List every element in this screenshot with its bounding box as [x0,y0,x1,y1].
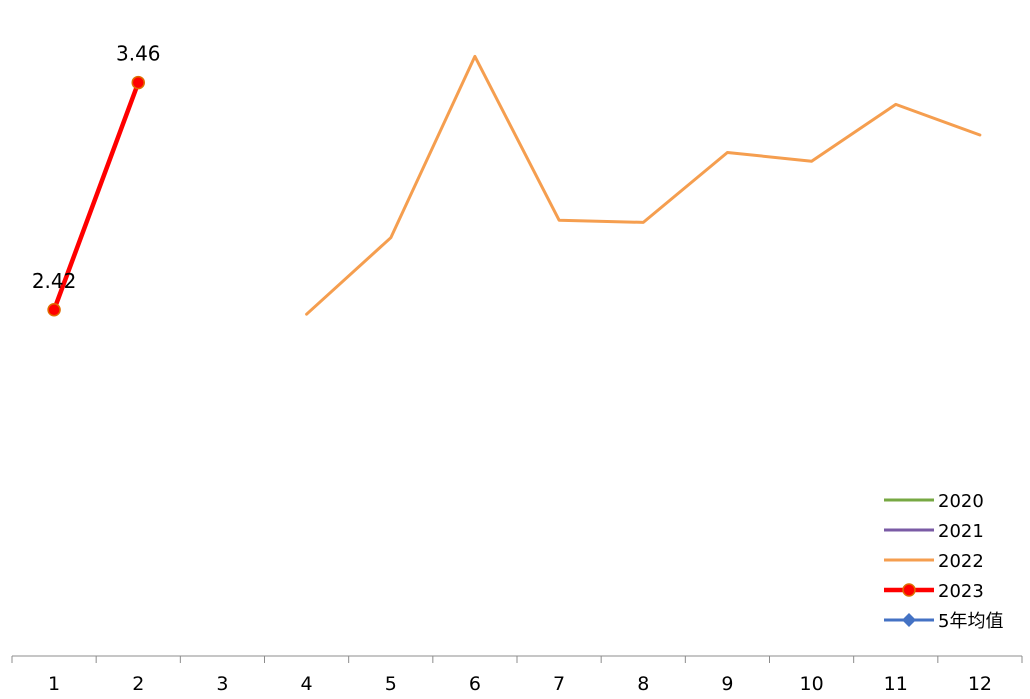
data-labels: 2.42 3.46 [32,42,161,293]
x-tick-label: 6 [469,673,481,695]
x-tick-label: 12 [968,673,992,695]
legend-label: 5年均值 [938,611,1003,632]
x-tick-label: 7 [553,673,565,695]
series-line-2022 [305,54,982,316]
x-tick-label: 8 [637,673,649,695]
x-tick-label: 10 [799,673,823,695]
data-label: 3.46 [116,42,161,66]
x-tick-label: 5 [385,673,397,695]
x-tick-label: 11 [884,673,908,695]
legend-label: 2023 [938,581,984,602]
x-tick-label: 2 [132,673,144,695]
legend: 2020 2021 2022 2023 5年均值 [884,491,1003,632]
data-label: 2.42 [32,269,77,293]
legend-marker-circle [902,583,916,597]
x-tick-label: 3 [216,673,228,695]
legend-label: 2020 [938,491,984,512]
series-point-2023 [131,75,145,90]
x-tick-label: 4 [301,673,313,695]
x-tick-label: 1 [48,673,60,695]
legend-label: 2021 [938,521,984,542]
legend-marker-diamond [902,613,916,627]
series-point-2023 [47,303,61,317]
x-tick-label: 9 [721,673,733,695]
series-layer [47,54,982,317]
legend-label: 2022 [938,551,984,572]
x-axis: 1 2 3 4 5 6 7 8 9 10 11 12 [11,655,1023,695]
series-line-2023 [51,80,141,313]
